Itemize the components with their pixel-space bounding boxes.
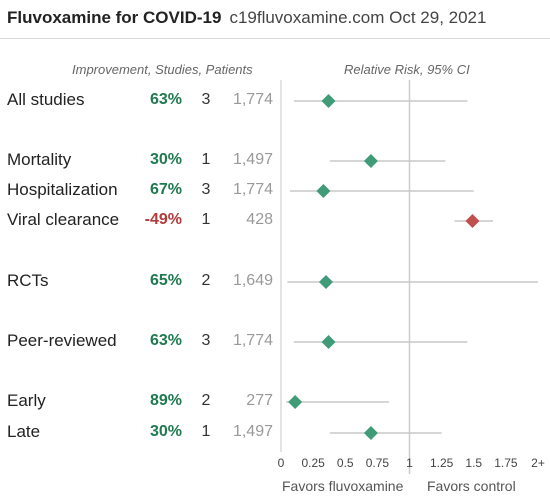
rr-diamond xyxy=(465,214,480,228)
row-studies: 3 xyxy=(201,91,211,108)
rr-diamond xyxy=(363,426,378,440)
row-patients: 428 xyxy=(246,211,273,228)
row-studies: 2 xyxy=(201,272,211,289)
row-patients: 277 xyxy=(246,392,273,409)
x-tick-label: 0.25 xyxy=(301,456,325,470)
row-label: RCTs xyxy=(7,271,49,290)
row-label: Mortality xyxy=(7,150,72,169)
row-patients: 1,774 xyxy=(232,91,273,108)
row-improvement: 30% xyxy=(149,151,182,168)
rr-diamond xyxy=(321,94,336,108)
row-improvement: 30% xyxy=(149,423,182,440)
row-patients: 1,774 xyxy=(232,332,273,349)
row-studies: 1 xyxy=(201,151,211,168)
x-tick-label: 1 xyxy=(406,456,413,470)
row-patients: 1,497 xyxy=(232,423,273,440)
row-improvement: 67% xyxy=(149,181,182,198)
header: Fluvoxamine for COVID-19 c19fluvoxamine.c… xyxy=(7,8,486,28)
rr-diamond xyxy=(288,395,303,409)
rr-diamond xyxy=(321,335,336,349)
rr-diamond xyxy=(363,154,378,168)
row-patients: 1,774 xyxy=(232,181,273,198)
row-improvement: -49% xyxy=(144,211,182,228)
row-studies: 2 xyxy=(201,392,211,409)
chart-title: Fluvoxamine for COVID-19 xyxy=(7,8,222,27)
row-label: Hospitalization xyxy=(7,180,118,199)
row-patients: 1,497 xyxy=(232,151,273,168)
rr-diamond xyxy=(318,275,333,289)
row-label: Late xyxy=(7,422,41,441)
rr-diamond xyxy=(316,184,331,198)
chart-source: c19fluvoxamine.com Oct 29, 2021 xyxy=(229,8,487,27)
left-column-header: Improvement, Studies, Patients xyxy=(72,62,253,77)
favors-left-label: Favors fluvoxamine xyxy=(282,478,404,494)
row-improvement: 63% xyxy=(149,91,182,108)
x-tick-label: 2+ xyxy=(531,456,545,470)
x-tick-label: 1.75 xyxy=(494,456,518,470)
row-label: Viral clearance xyxy=(7,210,120,229)
row-label: Early xyxy=(7,391,46,410)
header-divider xyxy=(0,38,550,39)
right-column-header: Relative Risk, 95% CI xyxy=(344,62,470,77)
row-improvement: 65% xyxy=(149,272,182,289)
x-tick-label: 1.5 xyxy=(465,456,482,470)
x-tick-label: 0.5 xyxy=(337,456,354,470)
row-studies: 1 xyxy=(201,423,211,440)
x-tick-label: 0 xyxy=(278,456,285,470)
row-improvement: 89% xyxy=(149,392,182,409)
row-patients: 1,649 xyxy=(232,272,273,289)
row-label: All studies xyxy=(7,90,85,109)
row-improvement: 63% xyxy=(149,332,182,349)
row-studies: 1 xyxy=(201,211,211,228)
favors-right-label: Favors control xyxy=(427,478,516,494)
row-label: Peer-reviewed xyxy=(7,331,117,350)
row-studies: 3 xyxy=(201,332,211,349)
x-tick-label: 1.25 xyxy=(430,456,454,470)
x-tick-label: 0.75 xyxy=(366,456,390,470)
row-studies: 3 xyxy=(201,181,211,198)
